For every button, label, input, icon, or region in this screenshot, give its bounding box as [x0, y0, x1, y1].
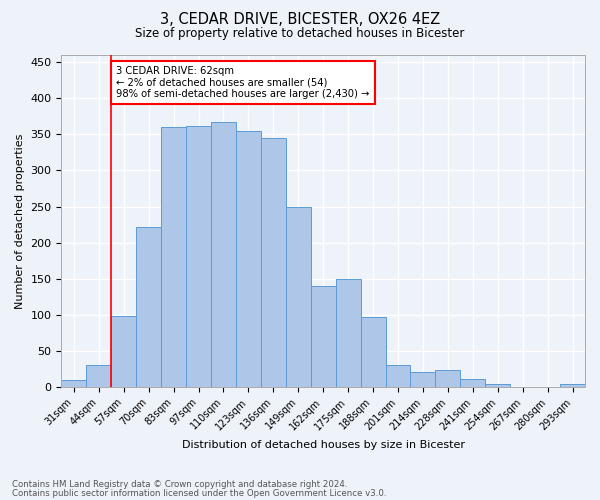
- Bar: [460, 379, 485, 387]
- Bar: [211, 122, 236, 387]
- X-axis label: Distribution of detached houses by size in Bicester: Distribution of detached houses by size …: [182, 440, 465, 450]
- Bar: [361, 317, 386, 387]
- Bar: [86, 366, 111, 387]
- Bar: [161, 127, 186, 387]
- Bar: [286, 206, 311, 387]
- Bar: [335, 279, 361, 387]
- Bar: [111, 316, 136, 387]
- Bar: [311, 286, 335, 387]
- Y-axis label: Number of detached properties: Number of detached properties: [15, 134, 25, 308]
- Text: Contains public sector information licensed under the Open Government Licence v3: Contains public sector information licen…: [12, 489, 386, 498]
- Text: Contains HM Land Registry data © Crown copyright and database right 2024.: Contains HM Land Registry data © Crown c…: [12, 480, 347, 489]
- Text: Size of property relative to detached houses in Bicester: Size of property relative to detached ho…: [136, 28, 464, 40]
- Bar: [560, 384, 585, 387]
- Bar: [410, 372, 436, 387]
- Text: 3, CEDAR DRIVE, BICESTER, OX26 4EZ: 3, CEDAR DRIVE, BICESTER, OX26 4EZ: [160, 12, 440, 28]
- Bar: [485, 384, 510, 387]
- Bar: [261, 138, 286, 387]
- Bar: [236, 131, 261, 387]
- Bar: [436, 370, 460, 387]
- Bar: [186, 126, 211, 387]
- Text: 3 CEDAR DRIVE: 62sqm
← 2% of detached houses are smaller (54)
98% of semi-detach: 3 CEDAR DRIVE: 62sqm ← 2% of detached ho…: [116, 66, 370, 99]
- Bar: [136, 227, 161, 387]
- Bar: [386, 366, 410, 387]
- Bar: [61, 380, 86, 387]
